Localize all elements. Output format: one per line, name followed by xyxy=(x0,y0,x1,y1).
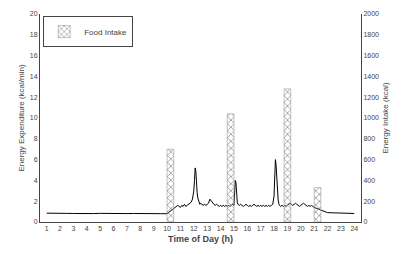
svg-text:9: 9 xyxy=(152,225,156,232)
svg-text:5: 5 xyxy=(98,225,102,232)
svg-text:400: 400 xyxy=(363,177,375,184)
svg-text:600: 600 xyxy=(363,156,375,163)
svg-text:4: 4 xyxy=(34,177,38,184)
svg-text:22: 22 xyxy=(324,225,332,232)
svg-text:21: 21 xyxy=(310,225,318,232)
svg-text:12: 12 xyxy=(190,225,198,232)
svg-text:Energy Expenditure (kcal/min): Energy Expenditure (kcal/min) xyxy=(17,64,26,171)
svg-text:15: 15 xyxy=(230,225,238,232)
svg-text:16: 16 xyxy=(30,52,38,59)
svg-text:20: 20 xyxy=(297,225,305,232)
svg-text:19: 19 xyxy=(284,225,292,232)
svg-text:Food Intake: Food Intake xyxy=(84,28,127,37)
svg-text:1000: 1000 xyxy=(363,114,379,121)
svg-text:7: 7 xyxy=(125,225,129,232)
svg-text:1: 1 xyxy=(45,225,49,232)
svg-text:200: 200 xyxy=(363,198,375,205)
svg-text:Time of Day (h): Time of Day (h) xyxy=(168,234,233,244)
svg-text:17: 17 xyxy=(257,225,265,232)
svg-text:24: 24 xyxy=(350,225,358,232)
svg-text:0: 0 xyxy=(34,218,38,225)
svg-text:800: 800 xyxy=(363,135,375,142)
svg-text:4: 4 xyxy=(85,225,89,232)
svg-text:12: 12 xyxy=(30,94,38,101)
svg-text:10: 10 xyxy=(30,114,38,121)
svg-text:1800: 1800 xyxy=(363,31,379,38)
svg-text:6: 6 xyxy=(112,225,116,232)
svg-text:13: 13 xyxy=(203,225,211,232)
svg-text:1200: 1200 xyxy=(363,94,379,101)
svg-text:14: 14 xyxy=(217,225,225,232)
svg-text:8: 8 xyxy=(138,225,142,232)
svg-text:16: 16 xyxy=(243,225,251,232)
svg-text:11: 11 xyxy=(177,225,184,232)
svg-text:1400: 1400 xyxy=(363,73,379,80)
svg-text:10: 10 xyxy=(163,225,171,232)
svg-text:6: 6 xyxy=(34,156,38,163)
svg-text:23: 23 xyxy=(337,225,345,232)
svg-text:2: 2 xyxy=(34,198,38,205)
svg-text:0: 0 xyxy=(363,218,367,225)
svg-text:18: 18 xyxy=(270,225,278,232)
svg-text:8: 8 xyxy=(34,135,38,142)
svg-text:1600: 1600 xyxy=(363,52,379,59)
svg-text:Energy Intake (kcal): Energy Intake (kcal) xyxy=(381,82,390,153)
svg-text:20: 20 xyxy=(30,10,38,17)
svg-text:14: 14 xyxy=(30,73,38,80)
svg-text:18: 18 xyxy=(30,31,38,38)
svg-text:2000: 2000 xyxy=(363,10,379,17)
svg-text:3: 3 xyxy=(71,225,75,232)
svg-text:2: 2 xyxy=(58,225,62,232)
